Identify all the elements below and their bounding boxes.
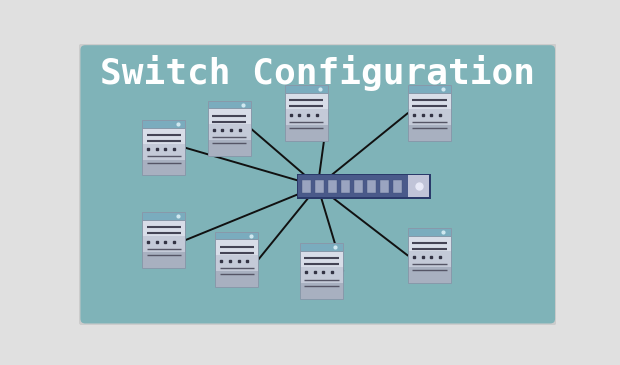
Bar [298,176,430,197]
Bar [408,93,451,141]
Bar [208,124,250,140]
Bar [142,212,185,220]
Bar [408,93,451,109]
Bar [215,232,259,239]
Bar [408,235,451,251]
Bar [300,283,343,299]
Bar [354,180,363,193]
Bar [409,176,430,197]
Bar [142,236,185,252]
Bar [408,85,451,93]
Bar [300,267,343,283]
Bar [300,243,343,251]
Bar [208,101,250,108]
Bar [142,160,185,176]
Bar [285,93,328,141]
Bar [408,267,451,283]
Bar [142,220,185,236]
Text: Switch Configuration: Switch Configuration [100,55,535,91]
FancyBboxPatch shape [79,44,556,325]
Bar [329,180,337,193]
Bar [285,93,328,109]
Bar [208,108,250,124]
Bar [408,235,451,283]
Bar [380,180,389,193]
Bar [208,108,250,156]
Bar [142,144,185,160]
Bar [408,125,451,141]
Bar [300,251,343,299]
Bar [367,180,376,193]
Bar [408,228,451,235]
Bar [142,128,185,176]
Bar [285,125,328,141]
Bar [215,239,259,287]
Bar [285,85,328,93]
Bar [285,109,328,125]
Bar [142,128,185,144]
Bar [316,180,324,193]
Bar [215,239,259,255]
Bar [297,174,431,199]
Bar [408,109,451,125]
Bar [142,120,185,128]
Bar [215,255,259,271]
Bar [142,252,185,268]
Bar [341,180,350,193]
Bar [142,220,185,268]
Bar [303,180,311,193]
Bar [408,251,451,267]
Bar [300,251,343,267]
Bar [208,140,250,156]
Bar [393,180,402,193]
Bar [215,271,259,287]
